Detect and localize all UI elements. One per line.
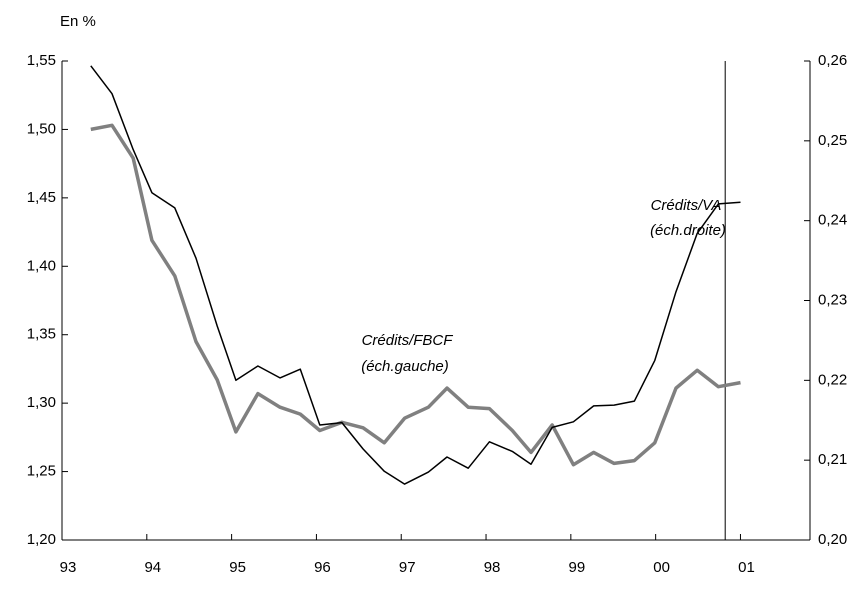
y-tick-label: 1,45 [27,189,56,206]
x-tick-label: 98 [484,559,501,576]
y2-tick-label: 0,22 [818,371,847,388]
annotation: (éch.droite) [650,222,726,239]
y2-tick-label: 0,26 [818,52,847,69]
y-tick-label: 1,35 [27,326,56,343]
annotation: (éch.gauche) [361,358,449,375]
unit-label: En % [60,13,96,30]
x-tick-label: 95 [229,559,246,576]
y-tick-label: 1,40 [27,257,56,274]
y2-tick-label: 0,21 [818,451,847,468]
y-tick-label: 1,55 [27,52,56,69]
y-tick-label: 1,20 [27,531,56,548]
series-line [90,123,741,467]
y2-tick-label: 0,24 [818,212,847,229]
y2-tick-label: 0,23 [818,291,847,308]
y2-tick-label: 0,20 [818,531,847,548]
x-tick-label: 97 [399,559,416,576]
x-tick-label: 01 [738,559,755,576]
series-line [90,65,741,485]
x-tick-label: 00 [653,559,670,576]
y-tick-label: 1,50 [27,120,56,137]
annotation: Crédits/FBCF [362,332,454,349]
x-tick-label: 94 [144,559,161,576]
annotation: Crédits/VA [651,197,722,214]
y-tick-label: 1,30 [27,394,56,411]
y2-tick-label: 0,25 [818,132,847,149]
x-tick-label: 99 [568,559,585,576]
x-tick-label: 93 [60,559,77,576]
x-tick-label: 96 [314,559,331,576]
y-tick-label: 1,25 [27,463,56,480]
